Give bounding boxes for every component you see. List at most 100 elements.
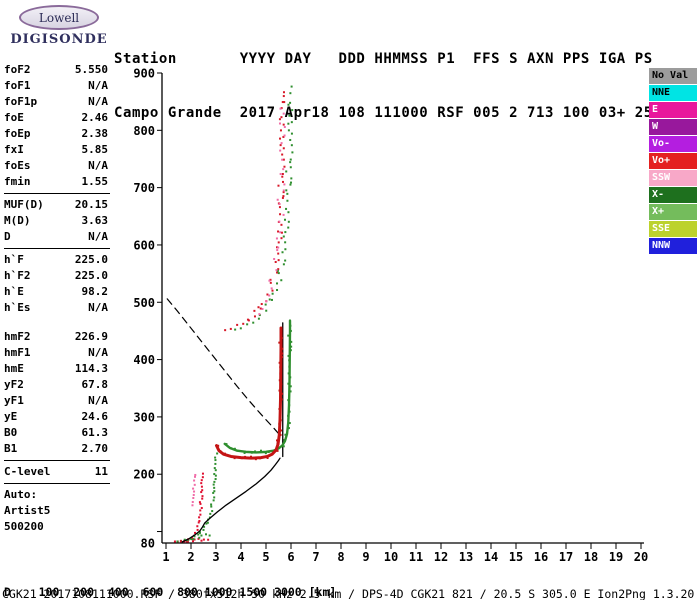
param-label: MUF(D) [4,198,44,211]
param-label: h`F [4,253,24,266]
param-value: 3.63 [81,214,109,227]
station-header: Station YYYY DAY DDD HHMMSS P1 FFS S AXN… [114,14,653,140]
x-tick-label: 11 [409,550,423,564]
param-row-yf2: yF2 67.8 [4,377,108,393]
x-tick-label: 4 [237,550,244,564]
series-e-streak-ssw [191,473,197,507]
param-label: fxI [4,143,24,156]
series-e-trace-o [179,472,204,543]
param-row-muf-d: MUF(D) 20.15 [4,197,108,213]
param-value: 67.8 [81,378,109,391]
panel-separator [4,248,110,249]
footer-status-line: CGK21_2017108111000.RSF / 380fx512h 50 k… [2,587,695,600]
legend-item-no-val: No Val [649,68,697,84]
series-transmission-curve [166,298,283,438]
legend-item-w: W [649,119,697,135]
param-row-hmf2: hmF2 226.9 [4,329,108,345]
param-value: 5.550 [74,63,108,76]
x-tick-label: 19 [609,550,623,564]
param-label: foE [4,111,24,124]
d-muf-table: D 100 200 400 600 800 1000 1500 3000 [km… [4,559,343,600]
param-label: yF1 [4,394,24,407]
param-row-b1: B1 2.70 [4,441,108,457]
param-value: 20.15 [74,198,108,211]
series-second-hop-o [224,91,286,332]
param-value: 98.2 [81,285,109,298]
param-value: 225.0 [74,269,108,282]
x-tick-label: 18 [584,550,598,564]
param-value: N/A [88,301,108,314]
param-label: C-level [4,465,51,478]
legend-item-vo: Vo+ [649,153,697,169]
doppler-color-legend: No Val NNE E W Vo- Vo+ SSW X- X+ SSE NNW [649,68,697,255]
x-tick-label: 8 [337,550,344,564]
y-tick-label: 200 [133,468,155,482]
param-row-fxi: fxI 5.85 [4,142,108,158]
legend-item-sse: SSE [649,221,697,237]
param-row-fof1: foF1 N/A [4,78,108,94]
panel-gap [4,316,108,329]
param-label: fmin [4,175,31,188]
y-tick-label: 400 [133,353,155,367]
param-row-d: D N/A [4,229,108,245]
legend-item-nne: NNE [649,85,697,101]
param-label: h`F2 [4,269,31,282]
header-field-names-line: Station YYYY DAY DDD HHMMSS P1 FFS S AXN… [114,51,653,67]
param-value: N/A [88,95,108,108]
x-tick-label: 20 [634,550,648,564]
param-label: Auto: [4,488,38,501]
x-tick-label: 5 [262,550,269,564]
param-row-h-es: h`Es N/A [4,300,108,316]
legend-item-ssw: SSW [649,170,697,186]
param-label: Artist5 [4,504,51,517]
x-tick-label: 1 [162,550,169,564]
y-tick-label: 500 [133,296,155,310]
param-value: 24.6 [81,410,109,423]
param-row-h-f2: h`F2 225.0 [4,268,108,284]
param-row-fof1p: foF1p N/A [4,94,108,110]
param-label: 500200 [4,520,44,533]
param-label: foF1p [4,95,38,108]
x-tick-label: 17 [559,550,573,564]
param-label: B0 [4,426,18,439]
param-label: yE [4,410,18,423]
legend-item-nnw: NNW [649,238,697,254]
legend-item-x: X+ [649,204,697,220]
param-value: 114.3 [74,362,108,375]
parameter-panel: foF2 5.550 foF1 N/A foF1p N/A foE 2.46 foEp 2.38 f… [4,62,110,535]
param-label: hmE [4,362,24,375]
param-row-hmf1: hmF1 N/A [4,345,108,361]
x-tick-label: 15 [509,550,523,564]
param-value: 226.9 [74,330,108,343]
series-f-trace-o [215,326,284,461]
param-value: 225.0 [74,253,108,266]
series-second-hop-ssw [258,107,286,316]
x-tick-label: 14 [484,550,498,564]
param-value: 5.85 [81,143,109,156]
x-tick-label: 13 [459,550,473,564]
param-row-fof2: foF2 5.550 [4,62,108,78]
param-row-500200: 500200 [4,519,108,535]
param-value: N/A [88,394,108,407]
y-tick-label: 300 [133,410,155,424]
panel-separator [4,483,110,484]
logo-product-text: DIGISONDE [10,32,108,47]
param-value: 2.46 [81,111,109,124]
param-value: N/A [88,346,108,359]
param-label: h`E [4,285,24,298]
param-value: N/A [88,159,108,172]
series-true-height-profile [181,457,281,543]
param-row-c-level: C-level 11 [4,464,108,480]
x-tick-label: 3 [212,550,219,564]
param-label: D [4,230,11,243]
x-tick-label: 16 [534,550,548,564]
legend-item-vo: Vo- [649,136,697,152]
series-f-trace-x [223,319,293,455]
panel-separator [4,193,110,194]
param-row-foep: foEp 2.38 [4,126,108,142]
param-label: hmF1 [4,346,31,359]
param-row-ye: yE 24.6 [4,409,108,425]
